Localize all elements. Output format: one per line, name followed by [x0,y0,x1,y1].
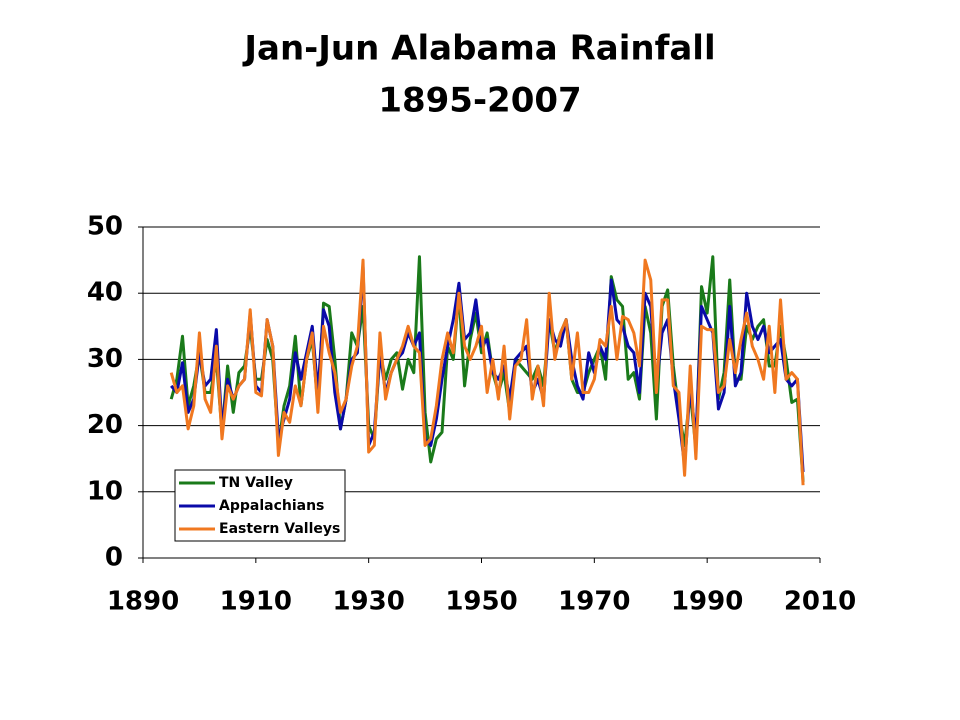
series-line [169,258,805,486]
y-tick-label: 40 [87,278,123,308]
x-tick-label: 2010 [784,587,856,617]
x-tick-label: 1950 [445,587,517,617]
legend-label: Appalachians [219,498,324,514]
legend-label: TN Valley [219,475,293,491]
x-tick-label: 1910 [220,587,292,617]
y-tick-label: 10 [87,476,123,506]
y-tick-label: 30 [87,344,123,374]
x-tick-label: 1990 [671,587,743,617]
legend-label: Eastern Valleys [219,521,340,537]
chart-subtitle: 1895-2007 [378,81,581,121]
series-line [169,255,805,482]
x-tick-label: 1930 [332,587,404,617]
chart-title: Jan-Jun Alabama Rainfall [242,29,715,69]
y-tick-label: 50 [87,212,123,242]
y-tick-label: 0 [105,543,123,573]
x-tick-label: 1890 [107,587,179,617]
y-tick-label: 20 [87,410,123,440]
x-tick-label: 1970 [558,587,630,617]
